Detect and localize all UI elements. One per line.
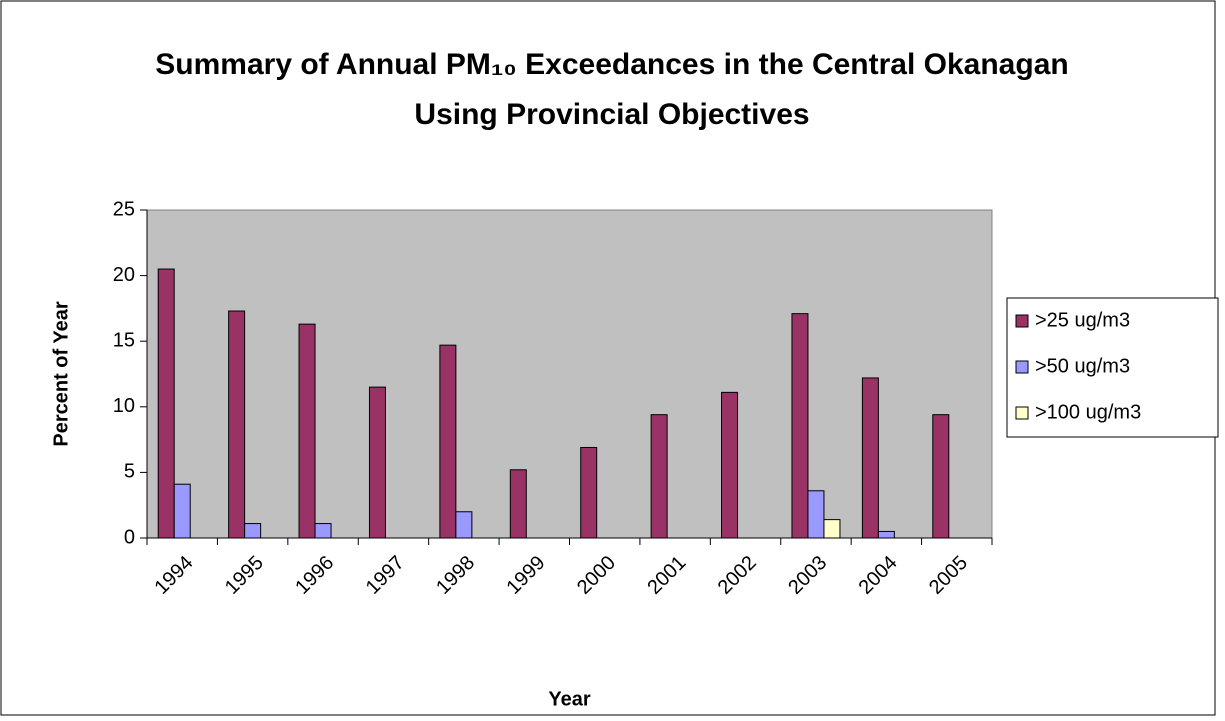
bar — [228, 310, 246, 539]
y-axis-label: Percent of Year — [50, 301, 72, 446]
legend-swatch — [1015, 360, 1029, 374]
legend-box — [1006, 297, 1219, 438]
bar — [877, 530, 895, 539]
y-tick-label: 0 — [124, 526, 135, 548]
y-tick-label: 15 — [113, 329, 135, 351]
legend-swatch — [1015, 314, 1029, 328]
y-tick-label: 20 — [113, 264, 135, 286]
bar — [173, 483, 191, 539]
bar — [509, 469, 527, 539]
bar — [157, 268, 175, 539]
y-tick-label: 5 — [124, 461, 135, 483]
legend-swatch — [1015, 406, 1029, 420]
legend-label: >25 ug/m3 — [1035, 309, 1130, 331]
y-tick-label: 10 — [113, 395, 135, 417]
bar — [861, 377, 879, 539]
bar — [932, 414, 950, 539]
plot-area — [146, 209, 993, 539]
bar — [580, 446, 598, 539]
bar — [455, 511, 473, 539]
bar — [244, 523, 262, 539]
x-axis-label: Year — [548, 688, 590, 710]
y-tick-label: 25 — [113, 198, 135, 220]
bar — [439, 344, 457, 539]
bar — [807, 490, 825, 539]
bar — [823, 519, 841, 539]
bar — [721, 391, 739, 539]
bar — [314, 523, 332, 539]
legend-label: >100 ug/m3 — [1035, 401, 1141, 423]
legend-label: >50 ug/m3 — [1035, 355, 1130, 377]
bar — [791, 313, 809, 539]
chart-title: Summary of Annual PM₁₀ Exceedances in th… — [155, 48, 1069, 131]
bar — [298, 323, 316, 539]
bar — [650, 414, 668, 539]
bar — [368, 386, 386, 539]
